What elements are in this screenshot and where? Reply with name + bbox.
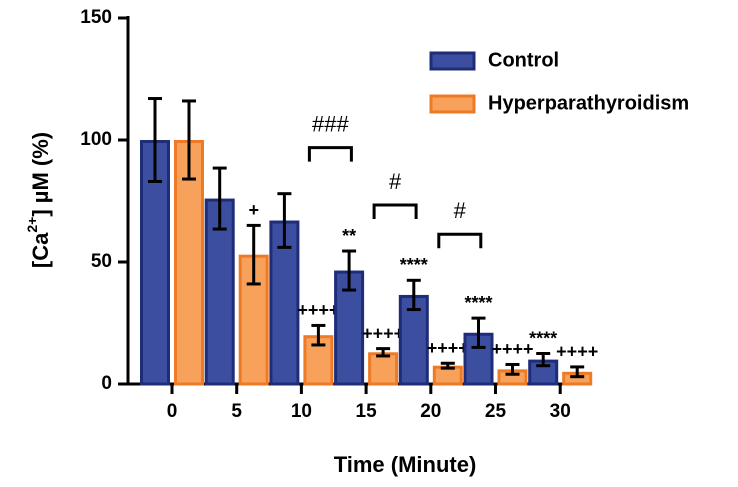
bar [368, 352, 399, 386]
y-tick-label: 0 [101, 373, 112, 394]
error-bar [277, 192, 292, 249]
x-axis-label: Time (Minute) [334, 452, 477, 477]
x-tick-label: 20 [420, 401, 441, 422]
significance-mark: ++++ [427, 338, 469, 358]
bar [204, 198, 235, 386]
bar [334, 270, 365, 386]
error-bar [182, 99, 196, 181]
x-tick-label: 5 [231, 401, 242, 422]
x-tick-label: 10 [291, 401, 312, 422]
error-bar [406, 278, 421, 312]
y-label-prefix: [Ca [28, 232, 53, 268]
error-bar [471, 316, 486, 349]
significance-mark: ** [342, 226, 356, 246]
error-bar [440, 361, 455, 370]
comparison-label: ### [312, 111, 349, 136]
significance-mark: ++++ [491, 339, 533, 359]
significance-mark: **** [400, 255, 428, 275]
comparison-bracket [372, 203, 418, 220]
comparison-label: # [454, 198, 467, 223]
y-tick-label: 100 [80, 129, 112, 150]
error-bar [246, 223, 261, 286]
x-tick-label: 30 [550, 401, 571, 422]
error-bar [505, 362, 520, 376]
y-label-suffix: ] µM (%) [28, 132, 53, 217]
x-tick-label: 25 [485, 401, 507, 422]
legend-label: Hyperparathyroidism [488, 92, 689, 114]
significance-mark: **** [464, 293, 492, 313]
error-bar [342, 249, 357, 292]
error-bar [212, 166, 227, 231]
significance-mark: ++++ [556, 342, 598, 362]
y-tick-label: 50 [91, 251, 112, 272]
y-axis-label: [Ca2+] µM (%) [24, 132, 53, 268]
significance-mark: + [248, 200, 259, 220]
comparison-label: # [389, 169, 402, 194]
error-bar [536, 352, 551, 368]
comparison-bracket [437, 232, 483, 249]
legend-label: Control [488, 49, 559, 71]
significance-mark: ++++ [297, 300, 339, 320]
comparison-bracket [307, 146, 353, 162]
legend-swatch [429, 94, 476, 114]
significance-mark: **** [529, 328, 557, 348]
error-bar [148, 97, 162, 183]
y-label-sup: 2+ [24, 217, 40, 233]
bar [432, 365, 463, 386]
significance-mark: ++++ [362, 323, 404, 343]
error-bar [311, 323, 326, 347]
error-bar [376, 347, 391, 358]
x-tick-label: 0 [167, 401, 178, 422]
error-bar [570, 365, 585, 379]
x-tick-label: 15 [356, 401, 378, 422]
y-tick-label: 150 [80, 7, 112, 28]
legend-swatch [429, 51, 476, 71]
